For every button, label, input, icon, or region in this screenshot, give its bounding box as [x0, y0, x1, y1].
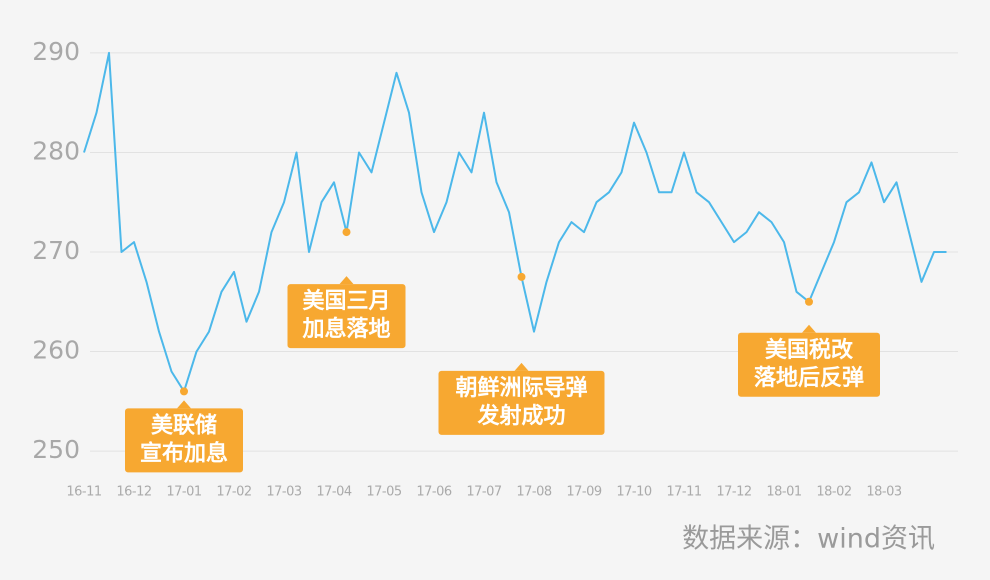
annotation-dot	[342, 228, 351, 237]
annotation-text: 加息落地	[301, 316, 390, 342]
x-tick-label: 16-12	[116, 485, 151, 500]
x-tick-label: 17-12	[716, 485, 751, 500]
annotation-box	[125, 408, 243, 473]
y-tick-label: 260	[32, 336, 80, 365]
annotation-text: 美国三月	[302, 288, 390, 314]
line-series	[83, 51, 947, 393]
x-tick-label: 17-03	[266, 485, 302, 500]
x-tick-label: 17-09	[566, 485, 602, 500]
annotation-text: 美联储	[151, 412, 217, 438]
annotation-box	[738, 332, 880, 397]
annotation-pointer	[339, 276, 354, 285]
annotation-pointer	[514, 362, 529, 371]
x-tick-label: 18-03	[866, 485, 902, 500]
x-tick-label: 17-11	[666, 485, 702, 500]
y-tick-label: 270	[32, 236, 80, 265]
annotation-text: 落地后反弹	[754, 366, 864, 391]
annotation-dot	[805, 297, 813, 306]
y-tick-label: 280	[32, 136, 80, 165]
x-tick-label: 16-11	[66, 485, 102, 500]
annotation-text: 宣布加息	[140, 440, 228, 466]
x-tick-label: 17-04	[316, 485, 352, 500]
x-tick-label: 18-01	[766, 485, 802, 500]
y-tick-label: 250	[32, 435, 80, 464]
annotation-box	[287, 284, 406, 349]
annotation-pointer	[177, 400, 191, 409]
annotation-text: 美国税改	[765, 337, 854, 363]
x-tick-label: 17-02	[216, 485, 251, 500]
x-tick-label: 17-06	[416, 485, 452, 500]
annotation-text: 朝鲜洲际导弹	[455, 375, 587, 401]
annotation-dot	[517, 272, 526, 281]
annotation-text: 发射成功	[476, 403, 565, 429]
x-tick-label: 18-02	[816, 485, 851, 500]
annotation-dot	[180, 387, 188, 396]
annotation-box	[438, 370, 605, 435]
source-note: 数据来源：wind资讯	[682, 524, 935, 555]
x-tick-label: 17-01	[166, 485, 202, 500]
annotation-pointer	[802, 324, 816, 333]
x-tick-label: 17-10	[616, 485, 652, 500]
x-tick-label: 17-05	[366, 485, 402, 500]
y-tick-label: 290	[32, 37, 80, 66]
x-tick-label: 17-08	[516, 485, 552, 500]
x-tick-label: 17-07	[466, 485, 502, 500]
